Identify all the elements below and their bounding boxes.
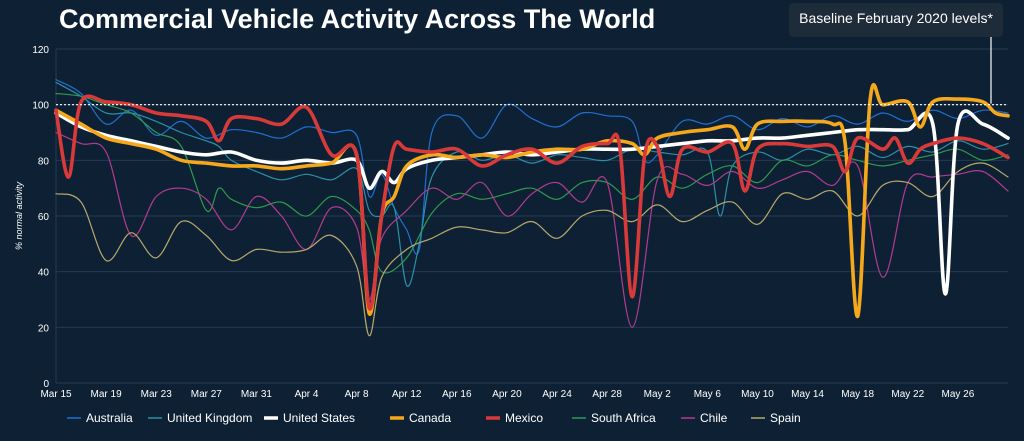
x-tick-label: Mar 15 bbox=[40, 389, 72, 400]
legend-label: Canada bbox=[409, 411, 451, 425]
series-line-australia bbox=[55, 79, 1009, 255]
series-line-chile bbox=[55, 131, 1009, 328]
legend-label: Spain bbox=[770, 411, 801, 425]
x-tick-label: May 2 bbox=[644, 389, 672, 400]
x-tick-label: Apr 12 bbox=[392, 389, 422, 400]
baseline-callout-label: Baseline February 2020 levels* bbox=[799, 10, 993, 26]
series-line-united-states bbox=[54, 109, 1010, 296]
y-tick-label: 120 bbox=[32, 45, 49, 56]
y-axis-label: % normal activity bbox=[14, 181, 24, 250]
series-line-united-kingdom bbox=[55, 81, 1009, 287]
x-tick-label: Apr 4 bbox=[295, 389, 319, 400]
y-axis: 0 20 40 60 80 100 120 bbox=[32, 45, 49, 390]
x-tick-label: Mar 31 bbox=[241, 389, 273, 400]
x-tick-label: Apr 28 bbox=[592, 389, 622, 400]
x-tick-label: Apr 24 bbox=[542, 389, 572, 400]
x-tick-label: May 26 bbox=[941, 389, 974, 400]
y-tick-label: 20 bbox=[38, 323, 50, 334]
legend-label: Mexico bbox=[505, 411, 543, 425]
y-tick-label: 100 bbox=[32, 101, 49, 112]
x-tick-label: Apr 20 bbox=[492, 389, 522, 400]
y-tick-label: 60 bbox=[38, 212, 50, 223]
x-tick-label: Apr 8 bbox=[345, 389, 369, 400]
x-tick-label: Mar 19 bbox=[91, 389, 123, 400]
series-lines bbox=[54, 79, 1010, 337]
legend-label: Australia bbox=[86, 411, 133, 425]
chart-title: Commercial Vehicle Activity Across The W… bbox=[59, 4, 656, 34]
series-line-canada bbox=[54, 82, 1010, 319]
x-tick-label: Apr 16 bbox=[442, 389, 472, 400]
legend-label: Chile bbox=[700, 411, 728, 425]
y-tick-label: 40 bbox=[38, 268, 50, 279]
legend-label: United Kingdom bbox=[167, 411, 252, 425]
y-tick-label: 0 bbox=[43, 379, 49, 390]
legend-label: South Africa bbox=[591, 411, 656, 425]
baseline-callout: Baseline February 2020 levels* bbox=[789, 3, 1003, 37]
x-axis: Mar 15 Mar 19 Mar 23 Mar 27 Mar 31 Apr 4 Apr 8… bbox=[40, 389, 974, 400]
x-tick-label: May 10 bbox=[741, 389, 774, 400]
legend-label: United States bbox=[283, 411, 355, 425]
x-tick-label: May 14 bbox=[791, 389, 824, 400]
x-tick-label: May 6 bbox=[694, 389, 722, 400]
x-tick-label: Mar 27 bbox=[191, 389, 223, 400]
legend: Australia United Kingdom United States Cana… bbox=[67, 411, 801, 425]
x-tick-label: May 18 bbox=[841, 389, 874, 400]
y-tick-label: 80 bbox=[38, 156, 50, 167]
x-tick-label: May 22 bbox=[891, 389, 924, 400]
x-tick-label: Mar 23 bbox=[141, 389, 173, 400]
series-line-spain bbox=[55, 162, 1009, 337]
series-line-mexico bbox=[54, 94, 1010, 311]
